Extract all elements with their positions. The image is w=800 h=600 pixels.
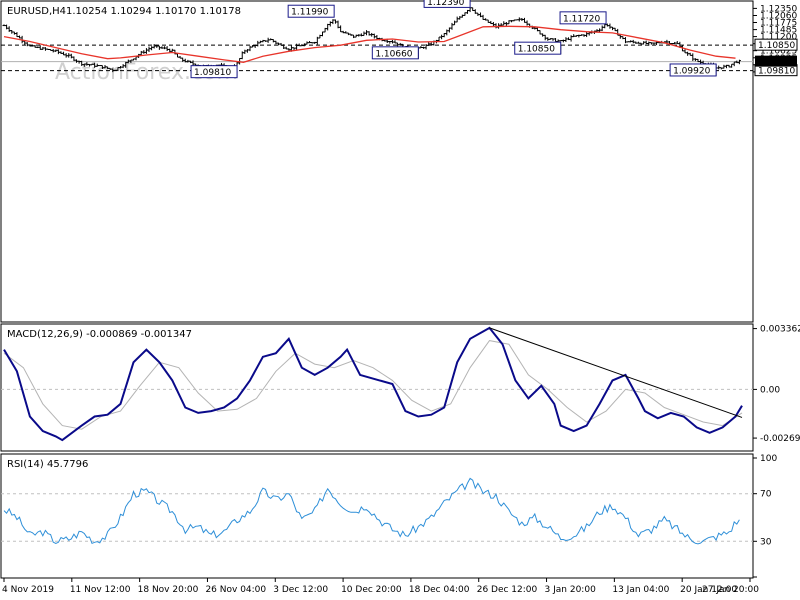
- level-price-box: [754, 38, 798, 51]
- annotation-label: 1.12390: [427, 0, 464, 8]
- macd-signal-line: [3, 340, 743, 430]
- annotation-label: 1.11990: [291, 8, 328, 18]
- moving-average-line: [3, 25, 736, 63]
- macd-tick-label: 0.00: [760, 385, 780, 395]
- price-tick-label: 1.12060: [760, 12, 797, 22]
- price-panel-frame: [0, 0, 754, 323]
- time-tick-label: 4 Nov 2019: [2, 585, 54, 595]
- annotation-label: 1.10660: [375, 49, 412, 59]
- macd-axis: 0.003362 0.00 -0.002691: [753, 325, 800, 444]
- rsi-tick-label: 30: [760, 537, 772, 547]
- time-tick-label: 13 Jan 04:00: [612, 585, 669, 595]
- macd-trendline: [489, 327, 743, 418]
- rsi-panel-frame: [0, 453, 754, 579]
- macd-panel-frame: [0, 323, 754, 452]
- price-tick-label: 1.11485: [760, 26, 797, 36]
- rsi-axis: 100 70 30: [753, 454, 777, 578]
- macd-tick-label: -0.002691: [760, 434, 800, 444]
- level-price-label: 1.09810: [758, 67, 795, 77]
- annotation-box: [287, 4, 335, 18]
- annotation-label: 1.11720: [563, 14, 600, 24]
- time-tick-label: 18 Dec 04:00: [409, 585, 470, 595]
- time-axis: 4 Nov 2019 11 Nov 12:00 18 Nov 20:00 26 Nov…: [2, 578, 759, 595]
- rsi-levels: [1, 493, 753, 542]
- ohlc-readout: 1.10254 1.10294 1.10170 1.10178: [66, 6, 241, 17]
- annotation-box: [190, 65, 238, 79]
- macd-line: [3, 326, 743, 442]
- price-tick-label: 1.11200: [760, 33, 797, 43]
- price-levels: 1.10850 1.09810: [1, 38, 798, 77]
- annotation-box: [423, 0, 471, 8]
- price-tick-label: 1.12350: [760, 4, 797, 14]
- price-panel: EURUSD,H4 1.10254 1.10294 1.10170 1.1017…: [0, 0, 798, 323]
- rsi-title: RSI(14) 45.7796: [7, 459, 88, 470]
- time-tick-label: 11 Nov 12:00: [70, 585, 131, 595]
- rsi-tick-label: 100: [760, 454, 777, 464]
- time-tick-label: 26 Nov 04:00: [205, 585, 266, 595]
- annotation-box: [559, 11, 607, 25]
- time-tick-label: 3 Dec 12:00: [273, 585, 328, 595]
- price-annotations: 1.09810 1.11990 1.10660 1.12390 1.10850 1.117…: [190, 0, 717, 79]
- rsi-panel: RSI(14) 45.7796 100 70 30: [0, 453, 777, 579]
- time-tick-label: 3 Jan 20:00: [545, 585, 597, 595]
- time-tick-label: 18 Nov 20:00: [138, 585, 199, 595]
- price-tick-label: 1.10625: [760, 47, 797, 57]
- annotation-label: 1.09810: [194, 68, 231, 78]
- rsi-tick-label: 70: [760, 490, 772, 500]
- macd-tick-label: 0.003362: [760, 325, 800, 335]
- annotation-box: [371, 46, 419, 60]
- macd-title: MACD(12,26,9) -0.000869 -0.001347: [7, 329, 192, 340]
- current-price-label: 1.10178: [758, 58, 795, 68]
- current-price-box: [755, 55, 797, 67]
- symbol-title: EURUSD,H4: [7, 6, 66, 17]
- annotation-box: [514, 41, 562, 55]
- macd-panel: MACD(12,26,9) -0.000869 -0.001347 0.0033…: [0, 323, 800, 452]
- rsi-line: [3, 477, 740, 545]
- time-tick-label: 10 Dec 20:00: [341, 585, 402, 595]
- time-tick-label: 27 Jan 20:00: [702, 585, 759, 595]
- time-tick-label: 20 Jan 12:00: [680, 585, 737, 595]
- level-price-label: 1.10850: [758, 41, 795, 51]
- price-tick-label: 1.11775: [760, 18, 797, 28]
- annotation-label: 1.10850: [518, 45, 555, 55]
- annotation-label: 1.09920: [673, 66, 710, 76]
- annotation-box: [669, 63, 717, 77]
- current-price-tag: 1.10178: [755, 55, 797, 68]
- time-tick-label: 26 Dec 12:00: [477, 585, 538, 595]
